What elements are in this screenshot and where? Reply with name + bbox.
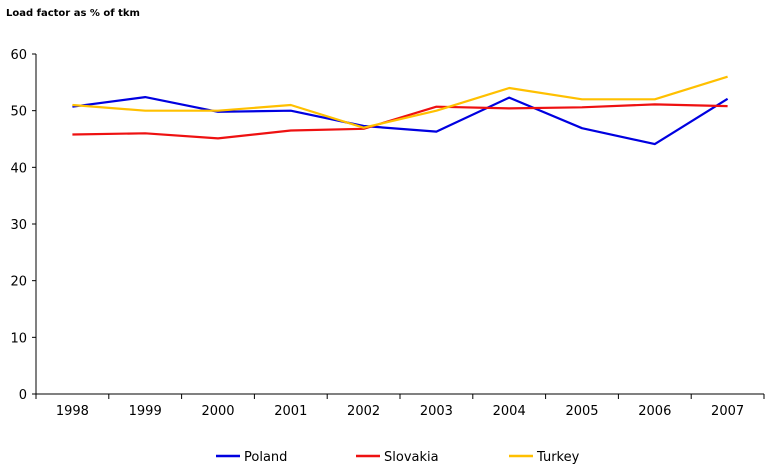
y-tick-label: 50 <box>10 105 27 120</box>
x-tick-label: 2006 <box>638 404 671 419</box>
series-lines <box>72 77 727 144</box>
y-tick-label: 10 <box>10 331 27 346</box>
y-tick-label: 30 <box>10 218 27 233</box>
y-tick-label: 20 <box>10 275 27 290</box>
y-tick-label: 40 <box>10 161 27 176</box>
x-tick-label: 2005 <box>565 404 598 419</box>
x-tick-label: 2002 <box>347 404 380 419</box>
legend-label-slovakia: Slovakia <box>384 450 439 465</box>
legend-label-poland: Poland <box>244 450 287 465</box>
x-tick-label: 2001 <box>274 404 307 419</box>
x-tick-label: 1998 <box>56 404 89 419</box>
x-tick-label: 2003 <box>420 404 453 419</box>
legend: Poland Slovakia Turkey <box>216 450 580 465</box>
series-line-slovakia <box>72 104 727 138</box>
y-tick-label: 0 <box>19 388 27 403</box>
x-tick-label: 2007 <box>711 404 744 419</box>
series-line-poland <box>72 97 727 144</box>
x-tick-label: 2004 <box>493 404 526 419</box>
y-axis-title: Load factor as % of tkm <box>6 8 140 19</box>
legend-label-turkey: Turkey <box>536 450 580 465</box>
x-tick-label: 1999 <box>129 404 162 419</box>
x-tick-label: 2000 <box>201 404 234 419</box>
y-tick-label: 60 <box>10 48 27 63</box>
